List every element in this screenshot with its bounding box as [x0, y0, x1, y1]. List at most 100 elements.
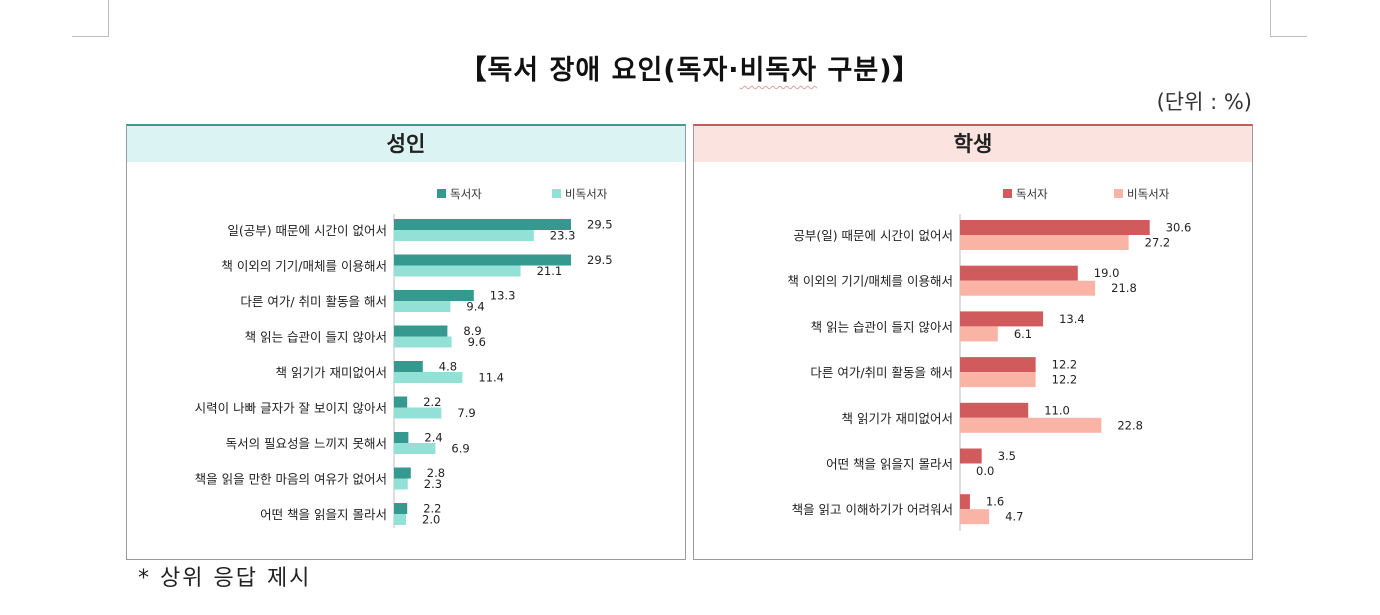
data-label: 13.4	[1059, 312, 1085, 326]
bar-nonreader	[394, 230, 534, 241]
title-post: 구분)】	[817, 55, 921, 86]
category-label: 책을 읽고 이해하기가 어려워서	[792, 502, 953, 517]
legend-swatch-1	[1114, 189, 1123, 198]
data-label: 22.8	[1117, 418, 1143, 432]
data-label: 6.9	[451, 442, 469, 456]
bar-reader	[394, 432, 409, 443]
bar-nonreader	[394, 514, 406, 525]
page-corner-mark-left	[72, 0, 109, 37]
data-label: 1.6	[986, 495, 1004, 509]
category-label: 일(공부) 때문에 시간이 없어서	[227, 223, 387, 238]
data-label: 8.9	[463, 324, 481, 338]
category-label: 어떤 책을 읽을지 몰라서	[260, 507, 387, 522]
title-spellcheck-word: 비독자	[739, 55, 818, 86]
bar-nonreader	[394, 478, 408, 490]
bar-reader	[960, 265, 1078, 281]
data-label: 30.6	[1166, 221, 1192, 235]
category-label: 책 읽기가 재미없어서	[842, 411, 953, 426]
data-label: 9.4	[466, 300, 484, 314]
legend-label-1: 비독서자	[1127, 187, 1170, 201]
bar-nonreader	[960, 235, 1129, 250]
bar-reader	[960, 494, 970, 510]
data-label: 29.5	[587, 253, 613, 267]
bar-reader	[960, 357, 1036, 373]
data-label: 19.0	[1094, 266, 1120, 280]
bar-nonreader	[394, 265, 521, 277]
category-label: 독서의 필요성을 느끼지 못해서	[226, 436, 387, 451]
bar-nonreader	[960, 280, 1096, 296]
bar-nonreader	[394, 372, 463, 383]
data-label: 4.7	[1005, 510, 1023, 524]
data-label: 2.8	[427, 466, 445, 480]
data-label: 2.2	[423, 395, 441, 409]
bar-nonreader	[960, 417, 1102, 433]
unit-label: (단위 : %)	[1156, 90, 1252, 114]
category-label: 책 이외의 기기/매체를 이용해서	[221, 259, 387, 274]
legend-swatch-0	[1003, 189, 1012, 198]
bar-reader	[394, 396, 408, 408]
category-label: 다른 여가/취미 활동을 해서	[810, 365, 953, 380]
category-label: 어떤 책을 읽을지 몰라서	[826, 457, 953, 472]
bar-reader	[960, 311, 1044, 327]
data-label: 3.5	[998, 449, 1016, 463]
data-label: 11.0	[1044, 403, 1070, 417]
category-label: 공부(일) 때문에 시간이 없어서	[793, 228, 953, 243]
data-label: 13.3	[490, 289, 516, 303]
bar-reader	[394, 467, 411, 479]
data-label: 11.4	[478, 371, 504, 385]
legend-label-0: 독서자	[1016, 187, 1048, 201]
data-label: 21.1	[537, 264, 563, 278]
data-label: 27.2	[1145, 236, 1171, 250]
data-label: 4.8	[439, 360, 457, 374]
bar-reader	[960, 220, 1150, 235]
data-label: 0.0	[976, 464, 994, 478]
bar-reader	[394, 290, 474, 301]
page-corner-mark-right	[1270, 0, 1307, 37]
bar-nonreader	[394, 336, 452, 348]
data-label: 12.2	[1052, 373, 1078, 387]
category-label: 책 읽기가 재미없어서	[276, 365, 387, 380]
bar-nonreader	[960, 326, 998, 342]
bar-nonreader	[394, 301, 451, 312]
bar-reader	[394, 325, 448, 337]
data-label: 21.8	[1111, 281, 1137, 295]
student-chart-title: 학생	[694, 126, 1252, 162]
legend-swatch-0	[437, 189, 446, 198]
category-label: 책 읽는 습관이 들지 않아서	[811, 319, 953, 334]
figure-title: 【독서 장애 요인(독자·비독자 구분)】	[0, 48, 1380, 87]
bar-nonreader	[960, 372, 1036, 388]
bar-reader	[394, 361, 423, 372]
data-label: 2.3	[424, 477, 442, 491]
data-label: 7.9	[457, 406, 475, 420]
legend-label-1: 비독서자	[565, 187, 608, 201]
category-label: 책 읽는 습관이 들지 않아서	[245, 330, 387, 345]
bar-reader	[960, 402, 1029, 418]
footnote: * 상위 응답 제시	[138, 566, 312, 591]
bar-nonreader	[394, 443, 436, 454]
data-label: 2.0	[422, 513, 440, 527]
bar-reader	[960, 448, 982, 464]
bar-reader	[394, 254, 571, 266]
title-pre: 【독서 장애 요인(독자·	[459, 55, 740, 86]
category-label: 다른 여가/ 취미 활동을 해서	[240, 294, 387, 309]
bar-nonreader	[394, 407, 442, 419]
data-label: 2.4	[424, 431, 442, 445]
category-label: 책 이외의 기기/매체를 이용해서	[787, 274, 953, 289]
data-label: 9.6	[468, 335, 486, 349]
adult-chart-title: 성인	[127, 126, 685, 162]
legend-swatch-1	[552, 189, 561, 198]
data-label: 6.1	[1014, 327, 1032, 341]
data-label: 23.3	[550, 229, 576, 243]
bar-nonreader	[960, 509, 990, 525]
bar-reader	[394, 503, 408, 514]
category-label: 시력이 나빠 글자가 잘 보이지 않아서	[195, 401, 387, 416]
legend-label-0: 독서자	[450, 187, 482, 201]
data-label: 2.2	[423, 502, 441, 516]
data-label: 12.2	[1052, 358, 1078, 372]
bar-reader	[394, 219, 571, 230]
data-label: 29.5	[587, 218, 613, 232]
